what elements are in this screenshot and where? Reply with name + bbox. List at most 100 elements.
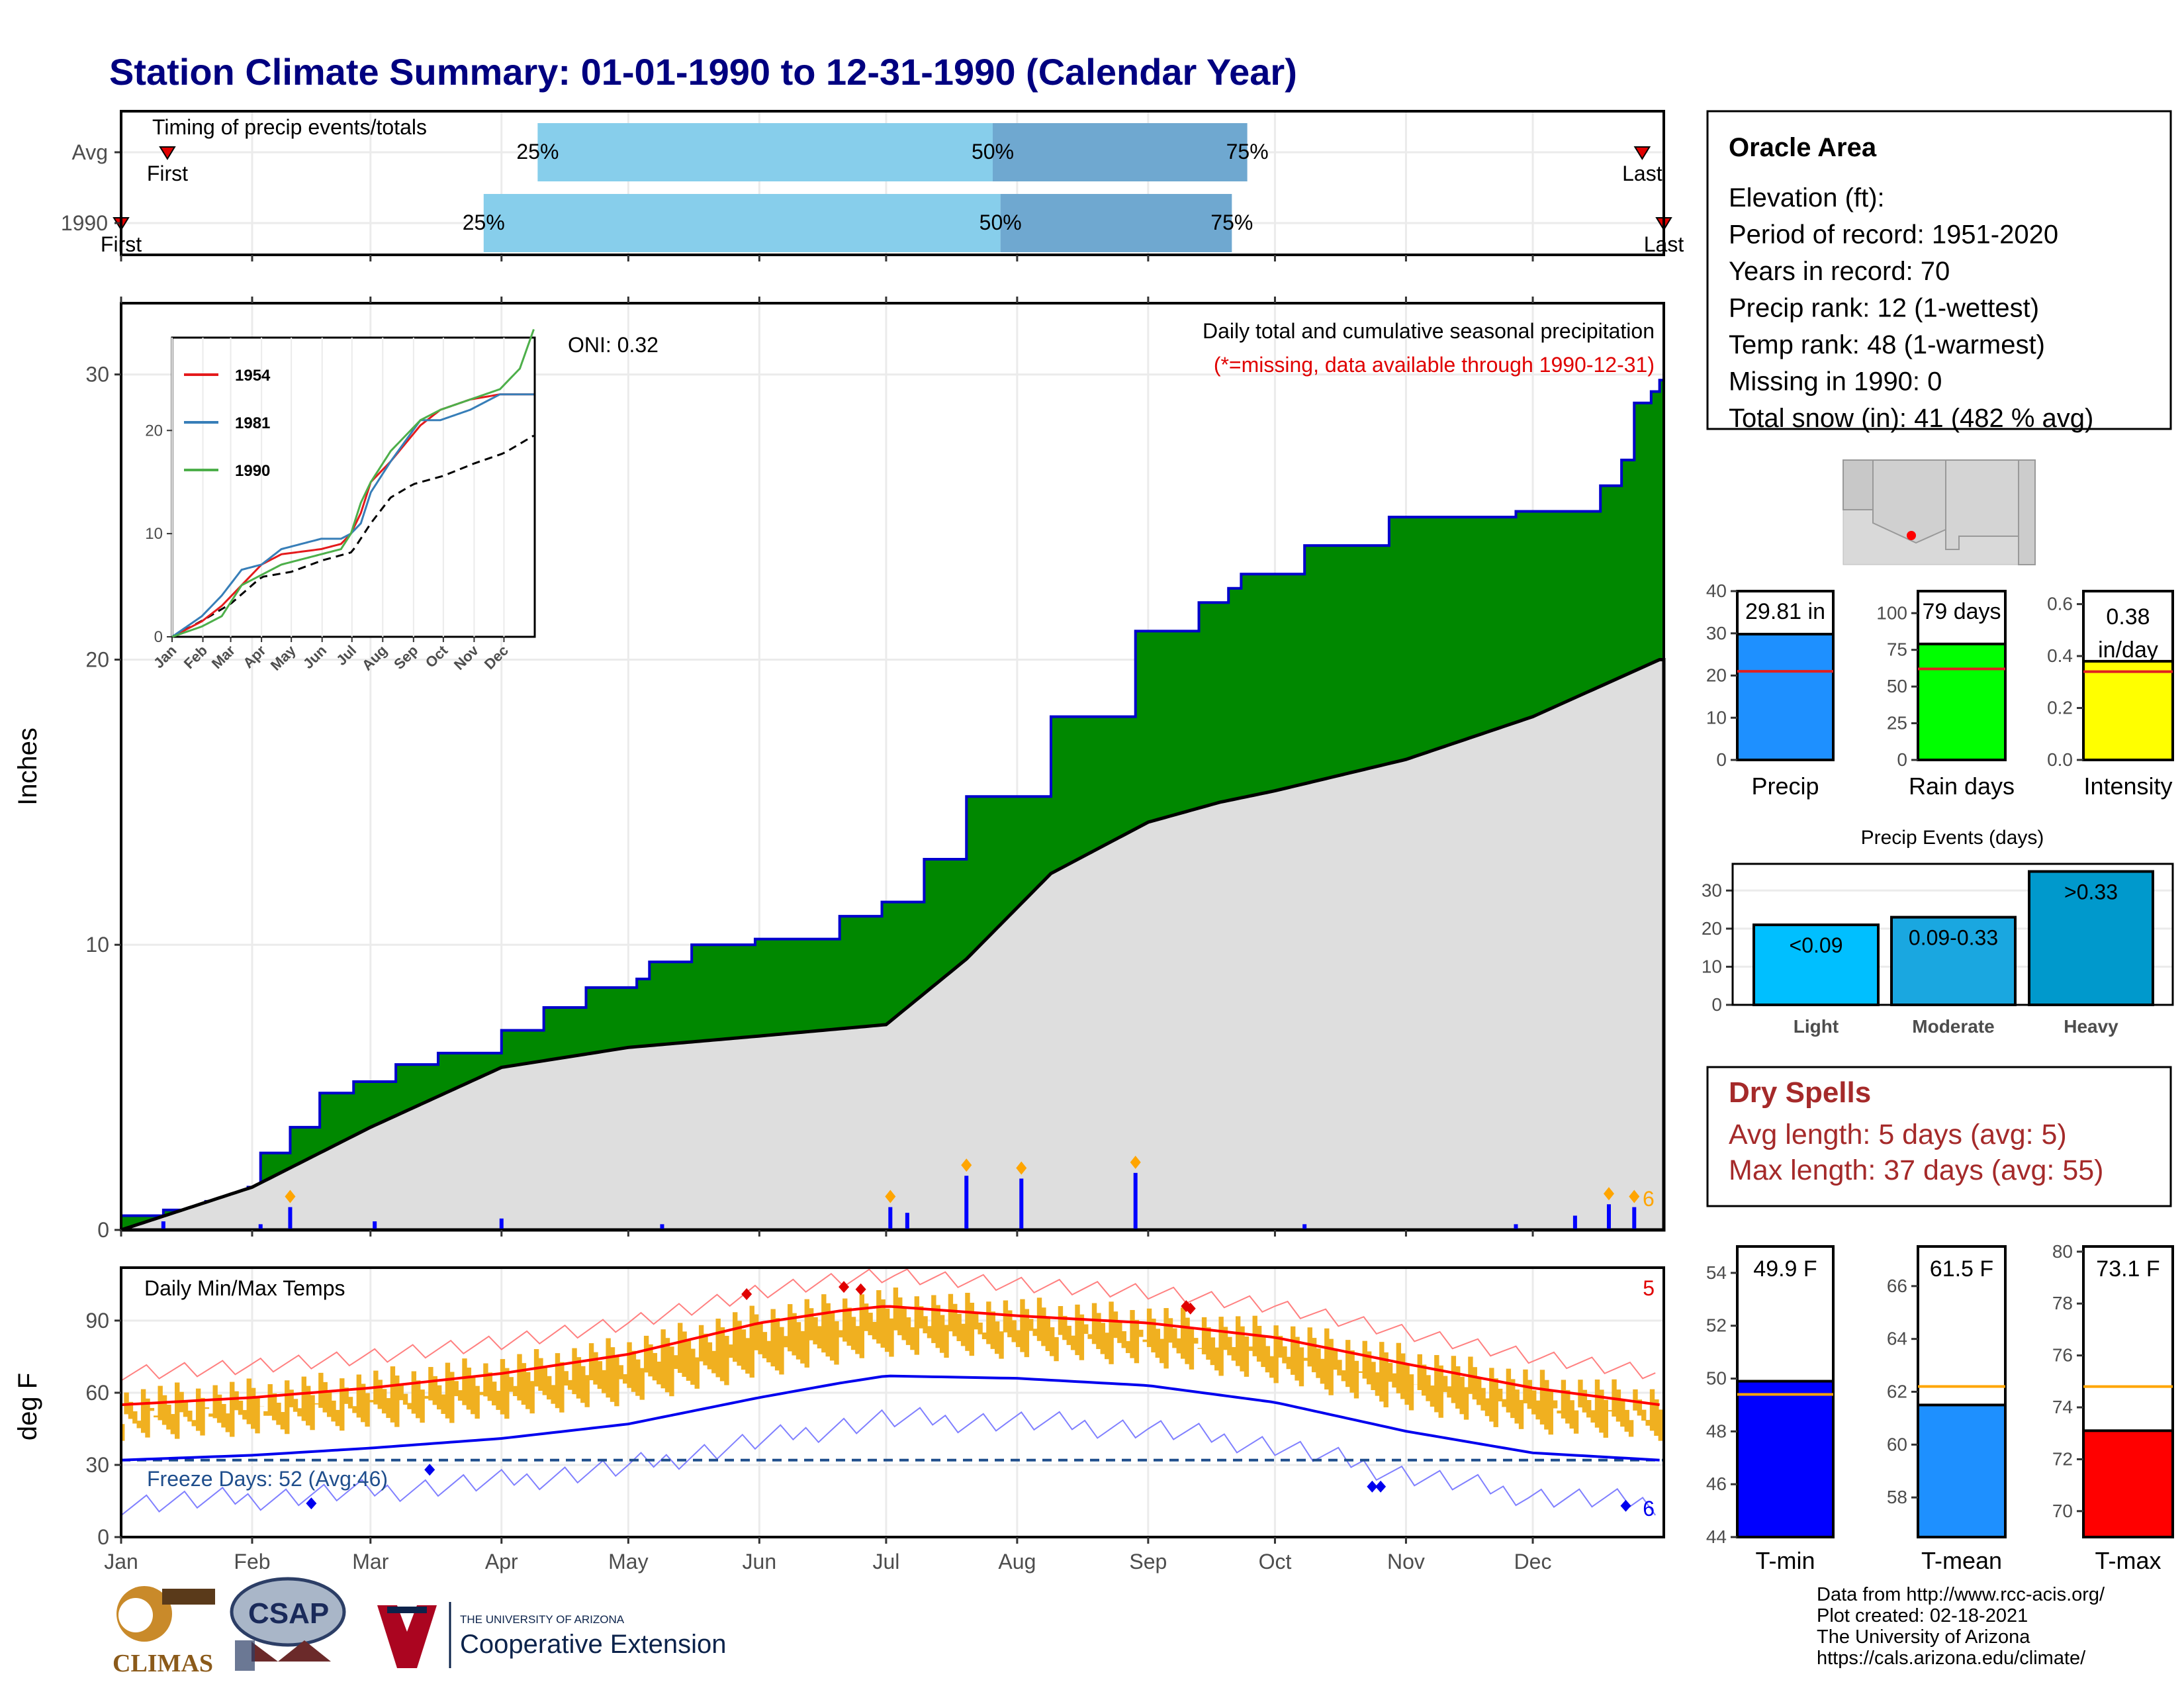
daily-precip-bar	[1606, 1204, 1611, 1230]
daily-temp-range	[166, 1404, 171, 1430]
y-tick-label: 90	[85, 1309, 109, 1333]
daily-temp-range	[170, 1414, 176, 1434]
daily-temp-range	[622, 1374, 628, 1384]
daily-temp-range	[318, 1372, 324, 1408]
daily-temp-range	[487, 1372, 492, 1401]
daily-temp-range	[627, 1342, 632, 1388]
y-tick-label: 10	[85, 933, 109, 957]
annual-summary-bars: 0 10 20 30 40 29.81 in Precip 0 25 50 75 100 79 days…	[1706, 581, 2174, 800]
daily-temp-range	[614, 1356, 619, 1407]
daily-temp-range	[246, 1378, 251, 1425]
timing-bar-lower	[537, 123, 993, 181]
daily-temp-range	[154, 1415, 159, 1418]
daily-temp-range	[1146, 1308, 1152, 1347]
daily-temp-range	[1641, 1409, 1647, 1421]
daily-temp-range	[1320, 1358, 1326, 1384]
month-label: Feb	[234, 1550, 270, 1573]
daily-temp-range	[1463, 1387, 1469, 1420]
daily-temp-range	[1408, 1374, 1414, 1411]
daily-temp-range	[1539, 1370, 1545, 1425]
missing-note: (*=missing, data available through 1990-…	[1214, 353, 1655, 377]
first-label: First	[147, 162, 188, 185]
daily-temp-range	[914, 1296, 920, 1355]
events-title: Precip Events (days)	[1861, 827, 2044, 849]
y-tick-label: 60	[85, 1381, 109, 1405]
daily-temp-range	[496, 1391, 501, 1410]
daily-temp-range	[1172, 1328, 1177, 1348]
daily-temp-range	[1599, 1389, 1604, 1433]
y-tick-label: 0.2	[2047, 698, 2073, 718]
daily-temp-range	[1392, 1373, 1397, 1388]
daily-temp-range	[1396, 1342, 1402, 1393]
daily-temp-range	[855, 1326, 860, 1354]
svg-text:Cooperative Extension: Cooperative Extension	[460, 1630, 726, 1659]
daily-temp-range	[1548, 1390, 1553, 1435]
daily-temp-range	[1484, 1398, 1490, 1417]
daily-temp-range	[204, 1407, 210, 1409]
daily-temp-range	[753, 1314, 759, 1350]
daily-temp-range	[1041, 1307, 1046, 1346]
daily-temp-range	[1113, 1311, 1118, 1338]
event-category-label: Heavy	[2064, 1016, 2118, 1037]
daily-temp-range	[1349, 1350, 1355, 1393]
month-label: Nov	[1387, 1550, 1425, 1573]
inset-y-tick-label: 20	[145, 422, 163, 440]
daily-temp-range	[1070, 1335, 1076, 1350]
daily-temp-range	[208, 1413, 214, 1417]
timing-title: Timing of precip events/totals	[152, 115, 427, 139]
daily-temp-range	[584, 1375, 590, 1407]
daily-temp-range	[267, 1383, 273, 1416]
summary-value-label: 29.81 in	[1745, 599, 1825, 624]
daily-temp-range	[1417, 1354, 1422, 1390]
temps-frame	[120, 1266, 1665, 1538]
daily-temp-range	[597, 1361, 603, 1389]
daily-temp-range	[1151, 1319, 1156, 1353]
y-tick-label: 66	[1887, 1276, 1907, 1296]
daily-temp-range	[1438, 1365, 1443, 1418]
daily-temp-range	[1062, 1315, 1068, 1340]
record-low-marker	[424, 1464, 435, 1476]
daily-temp-range	[884, 1308, 890, 1352]
daily-temp-range	[525, 1372, 531, 1409]
y-tick-label: 58	[1887, 1487, 1907, 1507]
timing-bar-lower	[483, 194, 1001, 252]
daily-temp-range	[1291, 1326, 1296, 1375]
station-info-line: Temp rank: 48 (1-warmest)	[1729, 330, 2045, 359]
daily-precip-bar	[660, 1224, 664, 1230]
y-tick-label: 62	[1887, 1382, 1907, 1402]
daily-temp-range	[664, 1338, 670, 1393]
daily-temp-range	[643, 1335, 649, 1373]
daily-temp-range	[407, 1403, 412, 1409]
summary-bar-fill	[1917, 642, 2007, 762]
daily-temp-range	[1603, 1399, 1608, 1438]
summary-bar-fill	[1917, 1403, 2007, 1539]
daily-precip-bar	[258, 1224, 263, 1230]
daily-temp-range	[1387, 1362, 1393, 1382]
y-tick-label: 50	[1887, 676, 1907, 696]
daily-temp-range	[694, 1357, 700, 1389]
daily-temp-range	[1324, 1328, 1330, 1390]
y-tick-label: 30	[85, 1453, 109, 1477]
daily-temp-range	[1303, 1358, 1308, 1361]
daily-temp-range	[381, 1389, 387, 1414]
daily-temp-range	[1459, 1376, 1465, 1415]
daily-temp-range	[500, 1359, 506, 1415]
event-bar	[1890, 915, 2017, 1007]
daily-temp-range	[800, 1331, 805, 1364]
daily-temp-range	[428, 1367, 433, 1401]
daily-temp-range	[829, 1312, 835, 1361]
precip-annotation: Daily total and cumulative seasonal prec…	[1203, 319, 1655, 343]
footer-line: Plot created: 02-18-2021	[1817, 1605, 2028, 1626]
daily-temp-range	[960, 1323, 966, 1346]
inset-y-tick-label: 0	[154, 628, 163, 646]
daily-temp-range	[512, 1385, 518, 1397]
daily-temp-range	[1218, 1317, 1224, 1376]
station-info-line: Precip rank: 12 (1-wettest)	[1729, 294, 2039, 323]
daily-temp-range	[1307, 1327, 1312, 1367]
daily-temp-range	[1091, 1303, 1097, 1344]
daily-temp-range	[1518, 1399, 1524, 1429]
daily-temp-range	[322, 1382, 328, 1413]
daily-temp-range	[1337, 1360, 1342, 1376]
y-tick-label: 44	[1706, 1526, 1727, 1547]
daily-temp-range	[690, 1348, 696, 1385]
